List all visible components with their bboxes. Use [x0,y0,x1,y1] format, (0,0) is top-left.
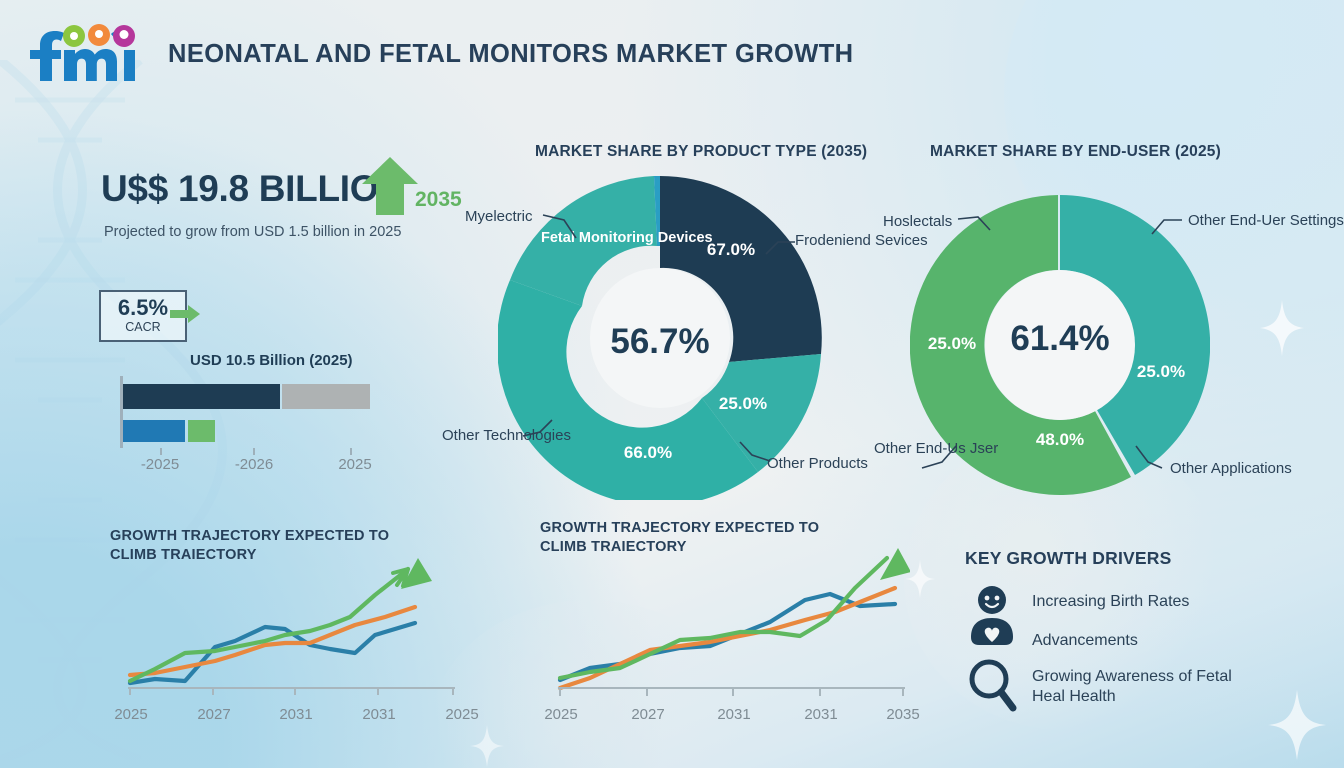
cagr-label: CACR [125,319,161,334]
bar-segment-gray [282,384,370,409]
bar-segment-navy [123,384,280,409]
sparkle-icon [470,725,504,767]
sparkle-icon [1268,690,1326,760]
line-chart-left-title: GROWTH TRAJECTORY EXPECTED TO CLIMB TRAI… [110,528,390,564]
bar-tick-label: -2025 [140,456,180,473]
bar-segment-green [188,420,215,442]
line-left-tick-label: 2025 [445,706,479,723]
line-left-tick-label: 2031 [279,706,313,723]
donut-enduser-leader-lines [921,216,1182,469]
donut-enduser-outside-label: Other End-Us Jser [874,440,999,457]
line-chart-center-title: GROWTH TRAJECTORY EXPECTED TO CLIMB TRAI… [540,520,820,556]
fmi-logo[interactable] [20,20,148,86]
up-arrow-icon [362,157,418,215]
donut-enduser-outside-label: Other End-Uer Settings [1188,212,1344,229]
donut-product-slice-value: 67.0% [706,240,756,259]
bar-axis-vertical [120,376,123,448]
donut-enduser-center-value: 61.4% [1010,319,1110,358]
line-chart-left[interactable] [125,555,460,695]
bar-tick [350,448,352,455]
line-center-tick-label: 2035 [886,706,920,723]
donut-enduser-outside-label: Hoslectals [883,213,953,230]
donut-product-inside-label: Fetal Monitoring Devices [541,230,713,246]
bar-tick-label: 2025 [338,456,372,473]
cagr-value: 6.5% [117,294,169,320]
bar-segment-blue [123,420,185,442]
page-title: NEONATAL AND FETAL MONITORS MARKET GROWT… [168,40,854,68]
donut-enduser-outside-label: Other Applications [1170,460,1292,477]
right-arrow-icon [170,305,200,323]
line-center-tick-label: 2031 [717,706,751,723]
donut-enduser-title: MARKET SHARE BY END-USER (2025) [930,143,1221,160]
donut-product-title: MARKET SHARE BY PRODUCT TYPE (2035) [535,143,868,160]
line-left-tick-label: 2025 [114,706,148,723]
bar-chart: -2025 -2026 2025 [120,376,380,473]
headline-subtitle: Projected to grow from USD 1.5 billion i… [104,224,402,240]
line-left-tick-label: 2031 [362,706,396,723]
bar-tick-label: -2026 [234,456,274,473]
donut-enduser-slice-value: 25.0% [927,334,977,353]
growth-driver-label: Advancements [1032,632,1138,649]
donut-product-center-value: 56.7% [610,322,710,361]
donut-enduser-slice-value: 48.0% [1035,430,1085,449]
donut-product-slice-value: 25.0% [718,394,768,413]
donut-product-outside-label: Myelectric [465,208,533,225]
bar-tick [253,448,255,455]
donut-product-leader-lines [522,214,795,462]
growth-driver-label: Increasing Birth Rates [1032,593,1190,610]
headline-market-value: U$$ 19.8 BILLION [101,168,405,209]
line-center-tick-label: 2031 [804,706,838,723]
key-growth-drivers-title: KEY GROWTH DRIVERS [965,548,1172,568]
donut-product-chart[interactable] [498,176,822,500]
donut-enduser-chart[interactable] [910,195,1210,495]
arrow-year-label: 2035 [415,188,462,211]
baby-icon [971,586,1013,645]
bar-tick [160,448,162,455]
donut-product-outside-label: Other Technologies [442,427,571,444]
donut-product-outside-label: Frodeniend Sevices [795,232,928,249]
line-left-tick-label: 2027 [197,706,231,723]
bar-chart-title: USD 10.5 Billion (2025) [190,352,353,369]
line-chart-center[interactable] [555,548,910,696]
line-center-tick-label: 2027 [631,706,665,723]
donut-product-outside-label: Other Products [767,455,868,472]
line-center-tick-label: 2025 [544,706,578,723]
magnifier-icon [969,659,1017,712]
donut-enduser-slice-value: 25.0% [1136,362,1186,381]
donut-product-slice-value: 66.0% [623,443,673,462]
growth-driver-label: Growing Awareness of Fetal Heal Health [1032,668,1232,706]
